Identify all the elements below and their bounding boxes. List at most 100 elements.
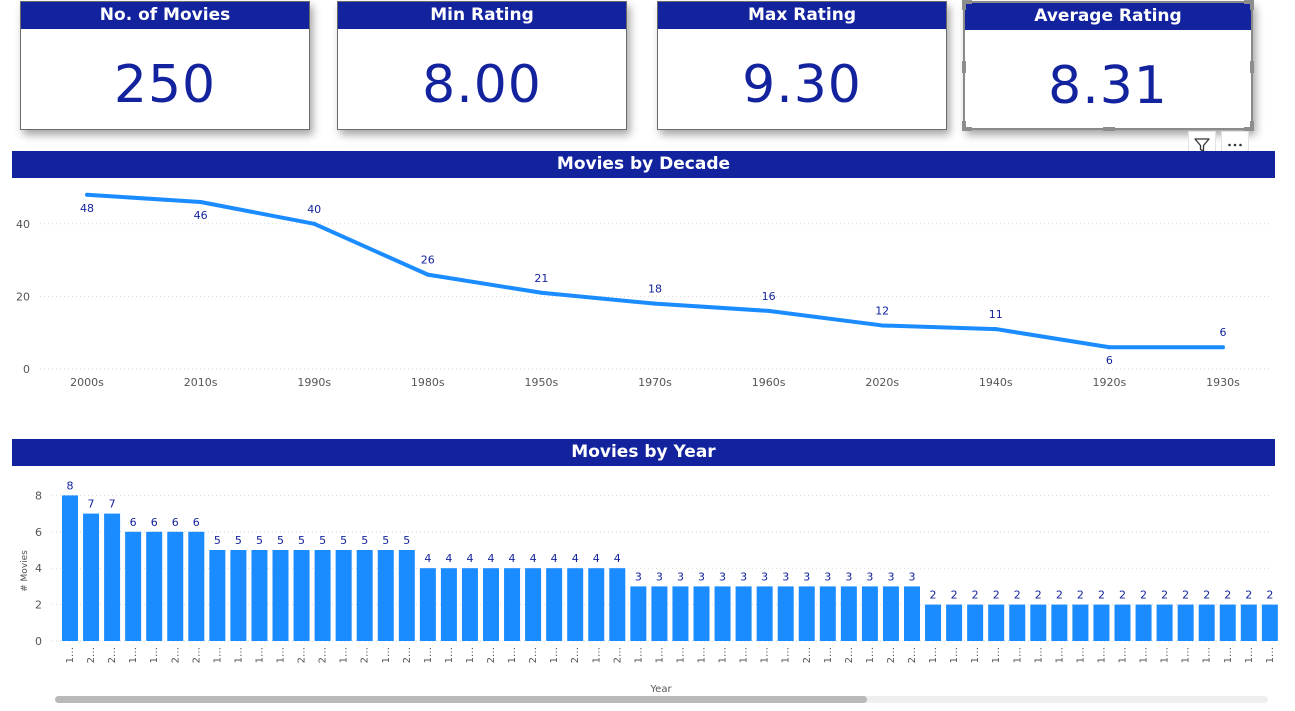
decade-chart-title: Movies by Decade [12, 151, 1275, 178]
x-tick-label: 1990s [297, 376, 331, 389]
more-options-icon [1228, 143, 1242, 147]
bar-data-label: 3 [698, 570, 705, 583]
resize-handle[interactable] [1250, 61, 1254, 73]
bar-year-53 [1177, 604, 1194, 641]
bar-year-33 [756, 586, 773, 641]
data-label: 12 [875, 304, 889, 317]
x-tick-label: 2… [528, 647, 539, 663]
resize-handle[interactable] [962, 61, 966, 73]
resize-handle[interactable] [962, 121, 966, 131]
resize-handle[interactable] [1244, 0, 1254, 4]
bar-year-9 [251, 550, 268, 641]
resize-handle[interactable] [962, 127, 972, 131]
bar-year-49 [1093, 604, 1110, 641]
bar-year-26 [609, 568, 626, 641]
resize-handle[interactable] [1244, 127, 1254, 131]
x-tick-label: 2… [802, 647, 813, 663]
x-tick-label: 1… [949, 647, 960, 663]
bar-data-label: 2 [1056, 589, 1063, 602]
kpi-value: 9.30 [742, 55, 862, 115]
x-tick-label: 1… [381, 647, 392, 663]
x-tick-label: 2010s [184, 376, 218, 389]
x-tick-label: 1930s [1206, 376, 1240, 389]
x-tick-label: 2… [191, 647, 202, 663]
x-tick-label: 2… [570, 647, 581, 663]
data-label: 6 [1220, 326, 1227, 339]
y-tick-label: 2 [35, 599, 42, 612]
decade-line-chart[interactable]: 0 20 40 48 2000s 46 2010s 40 1990s 26 1980s 21 1950s… [0, 180, 1295, 400]
resize-handle[interactable] [962, 0, 966, 10]
x-tick-label: 1… [212, 647, 223, 663]
resize-handle[interactable] [962, 0, 972, 4]
bar-data-label: 2 [1203, 589, 1210, 602]
bar-year-14 [356, 550, 373, 641]
data-point [766, 308, 771, 313]
kpi-value: 8.00 [422, 55, 542, 115]
x-tick-label: 1… [970, 647, 981, 663]
bar-year-48 [1072, 604, 1089, 641]
kpi-card-movies[interactable]: No. of Movies 250 [20, 1, 310, 130]
horizontal-scrollbar-thumb[interactable] [55, 696, 867, 703]
data-point [880, 323, 885, 328]
data-point [993, 327, 998, 332]
bar-year-11 [293, 550, 310, 641]
y-tick-label: 6 [35, 526, 42, 539]
bar-data-label: 2 [1077, 589, 1084, 602]
x-tick-label: 2… [297, 647, 308, 663]
y-tick-label: 0 [23, 363, 30, 376]
bar-year-3 [125, 531, 142, 641]
bar-year-32 [735, 586, 752, 641]
resize-handle[interactable] [1250, 0, 1254, 10]
x-tick-label: 1… [1181, 647, 1192, 663]
bar-year-17 [419, 568, 436, 641]
x-tick-label: 1… [1118, 647, 1129, 663]
bar-data-label: 5 [277, 534, 284, 547]
bar-year-1 [83, 513, 100, 641]
bar-data-label: 5 [256, 534, 263, 547]
x-tick-label: 2… [86, 647, 97, 663]
x-tick-label: 1960s [752, 376, 786, 389]
bar-data-label: 2 [1035, 589, 1042, 602]
bar-year-10 [272, 550, 289, 641]
bar-year-52 [1156, 604, 1173, 641]
bar-year-50 [1114, 604, 1131, 641]
bar-data-label: 2 [930, 589, 937, 602]
bar-data-label: 4 [509, 552, 516, 565]
kpi-title: Min Rating [338, 2, 626, 29]
x-tick-label: 1… [1012, 647, 1023, 663]
bar-data-label: 7 [88, 498, 95, 511]
kpi-title: No. of Movies [21, 2, 309, 29]
kpi-card-min-rating[interactable]: Min Rating 8.00 [337, 1, 627, 130]
year-bar-chart[interactable]: 0 2 4 6 8 # Movies 8 1… 7 2… 7 2… 6 1… 6 1… 6 2… 6 2… 5 1… 5 1…… [0, 466, 1295, 694]
bar-year-30 [693, 586, 710, 641]
kpi-card-average-rating[interactable]: Average Rating 8.31 [962, 0, 1254, 131]
bar-data-label: 5 [298, 534, 305, 547]
bar-year-7 [209, 550, 226, 641]
bar-year-45 [1009, 604, 1026, 641]
bar-year-40 [904, 586, 920, 641]
bar-data-label: 5 [319, 534, 326, 547]
bar-year-24 [567, 568, 584, 641]
bar-year-16 [398, 550, 415, 641]
data-label: 21 [534, 272, 548, 285]
x-tick-label: 1970s [638, 376, 672, 389]
year-chart-title: Movies by Year [12, 439, 1275, 466]
bar-year-4 [146, 531, 163, 641]
kpi-value: 8.31 [1048, 56, 1168, 116]
resize-handle[interactable] [1250, 121, 1254, 131]
bar-data-label: 3 [866, 570, 873, 583]
bar-data-label: 5 [214, 534, 221, 547]
resize-handle[interactable] [1103, 127, 1115, 131]
data-label: 16 [762, 290, 776, 303]
data-label: 48 [80, 202, 94, 215]
x-tick-label: 1… [549, 647, 560, 663]
x-tick-label: 1… [654, 647, 665, 663]
bar-year-5 [167, 531, 184, 641]
bar-year-21 [504, 568, 521, 641]
kpi-card-max-rating[interactable]: Max Rating 9.30 [657, 1, 947, 130]
bar-year-8 [230, 550, 247, 641]
bar-year-18 [440, 568, 457, 641]
x-tick-label: 1… [1139, 647, 1150, 663]
bar-year-36 [819, 586, 836, 641]
bar-data-label: 2 [1098, 589, 1105, 602]
